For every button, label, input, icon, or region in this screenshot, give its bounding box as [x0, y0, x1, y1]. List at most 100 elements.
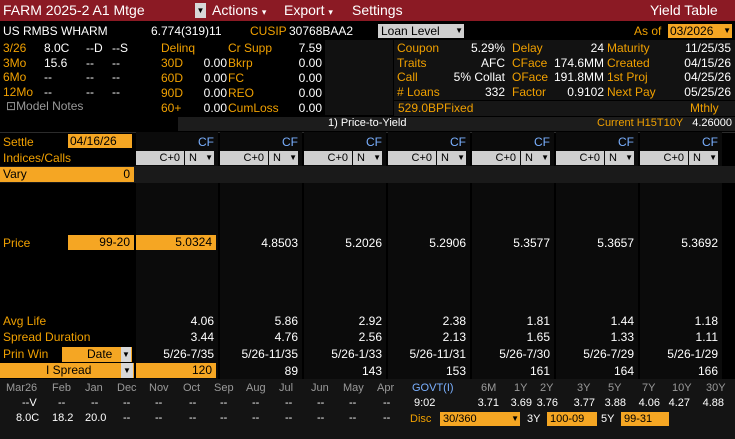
actions-chevron-icon: ▾ — [261, 7, 267, 17]
deal-field-label: OFace — [512, 70, 549, 84]
vary-input[interactable]: Vary 0 — [0, 167, 134, 182]
history-value: -- — [44, 70, 52, 84]
price-input[interactable]: 99-20 — [68, 235, 134, 250]
index-input[interactable]: C+0 — [220, 151, 268, 165]
govt-yield: 3.71 — [477, 397, 499, 409]
call-dropdown[interactable]: N ▼ — [269, 151, 298, 165]
history-row1-value: -- — [383, 397, 391, 409]
cf-label[interactable]: CF — [702, 135, 718, 149]
govt-tenor: 7Y — [642, 382, 656, 394]
prin-win-value: 5/26-7/30 — [499, 347, 550, 361]
deal-field-label: Maturity — [607, 41, 650, 55]
credit-label: FC — [228, 71, 244, 85]
history-month: Jan — [85, 382, 103, 394]
history-value: --D — [86, 41, 103, 55]
delinq-label: 60D — [161, 71, 184, 85]
govt-time: 9:02 — [414, 397, 436, 409]
history-month: Aug — [246, 382, 266, 394]
call-dropdown[interactable]: N ▼ — [689, 151, 718, 165]
cf-label[interactable]: CF — [366, 135, 382, 149]
disc-3y-input[interactable]: 100-09 — [547, 412, 597, 426]
cr-supp-value: 7.59 — [298, 41, 322, 55]
history-row1-value: -- — [349, 397, 357, 409]
govt-yield: 4.06 — [638, 397, 660, 409]
as-of-field[interactable]: 03/2026 ▼ — [668, 24, 732, 38]
history-period: 6Mo — [3, 70, 27, 84]
history-row2-value: -- — [317, 412, 325, 424]
call-dropdown[interactable]: N ▼ — [353, 151, 382, 165]
settle-date-input[interactable]: 04/16/26 — [68, 134, 132, 148]
yield-input[interactable]: 5.0324 — [136, 235, 216, 250]
deal-field-value: 04/15/26 — [684, 55, 731, 70]
prin-win-chevron-icon: ▼ — [121, 347, 131, 362]
avg-life-value: 1.18 — [694, 314, 718, 328]
export-menu[interactable]: Export ▾ — [284, 2, 333, 18]
credit-value: 0.00 — [298, 56, 322, 70]
avg-life-value: 1.44 — [610, 314, 634, 328]
actions-menu[interactable]: Actions ▾ — [212, 2, 267, 18]
history-row2-value: -- — [383, 412, 391, 424]
history-row1-value: -- — [220, 397, 228, 409]
yield-value: 5.3577 — [513, 236, 550, 250]
history-row2-value: -- — [189, 412, 197, 424]
vary-label: Vary — [3, 167, 27, 181]
deal-field-label: Created — [607, 55, 650, 70]
govt-label[interactable]: GOVT(I) — [412, 382, 454, 394]
disc-daycount-dropdown[interactable]: 30/360 ▼ — [440, 412, 520, 426]
index-input[interactable]: C+0 — [556, 151, 604, 165]
call-chevron-icon: ▼ — [457, 153, 465, 162]
settings-menu[interactable]: Settings — [352, 2, 403, 18]
history-value: -- — [86, 70, 94, 84]
as-of-chevron-icon: ▼ — [723, 26, 731, 35]
avg-life-label: Avg Life — [3, 314, 47, 328]
govt-yield: 4.27 — [668, 397, 690, 409]
deal-field-label: CFace — [512, 55, 548, 70]
credit-label: Bkrp — [228, 56, 253, 70]
cf-label[interactable]: CF — [534, 135, 550, 149]
price-to-yield-mode[interactable]: 1) Price-to-Yield — [328, 117, 407, 129]
call-chevron-icon: ▼ — [373, 153, 381, 162]
spread-type-chevron-icon: ▼ — [121, 363, 133, 378]
govt-yield: 3.76 — [536, 397, 558, 409]
model-notes-link[interactable]: ⊡Model Notes — [6, 99, 84, 113]
spread-value: 166 — [697, 364, 718, 378]
spread-duration-label: Spread Duration — [3, 330, 91, 344]
indices-calls-label: Indices/Calls — [3, 151, 72, 165]
yield-value: 5.2026 — [345, 236, 382, 250]
call-dropdown[interactable]: N ▼ — [521, 151, 550, 165]
call-value: N — [357, 152, 365, 164]
deal-field-value: 174.6MM — [553, 55, 604, 70]
vary-row-band — [0, 166, 735, 183]
deal-panel-bg — [394, 40, 735, 100]
index-input[interactable]: C+0 — [304, 151, 352, 165]
index-input[interactable]: C+0 — [472, 151, 520, 165]
loan-level-chevron-icon: ▼ — [455, 26, 463, 35]
call-dropdown[interactable]: N ▼ — [605, 151, 634, 165]
deal-field-label: # Loans — [397, 84, 440, 99]
call-dropdown[interactable]: N ▼ — [185, 151, 214, 165]
deal-field-value: 04/25/26 — [684, 70, 731, 84]
index-input[interactable]: C+0 — [640, 151, 688, 165]
cf-label[interactable]: CF — [198, 135, 214, 149]
spread-type-dropdown[interactable]: I Spread ▼ — [0, 363, 134, 378]
loan-level-dropdown[interactable]: Loan Level ▼ — [378, 24, 464, 38]
security-dropdown-icon[interactable]: ▼ — [195, 3, 206, 18]
payment-frequency: Mthly — [690, 101, 719, 115]
cf-label[interactable]: CF — [450, 135, 466, 149]
index-input[interactable]: C+0 — [388, 151, 436, 165]
cf-label[interactable]: CF — [282, 135, 298, 149]
index-input[interactable]: C+0 — [136, 151, 184, 165]
deal-field-value: 0.9102 — [567, 84, 604, 99]
deal-field-label: Call — [397, 70, 418, 84]
history-period: 12Mo — [3, 84, 34, 99]
cf-label[interactable]: CF — [618, 135, 634, 149]
disc-5y-input[interactable]: 99-31 — [621, 412, 669, 426]
govt-tenor: 3Y — [577, 382, 591, 394]
deal-field-label: Traits — [397, 55, 427, 70]
call-value: N — [525, 152, 533, 164]
prin-win-mode-dropdown[interactable]: Date ▼ — [62, 347, 132, 362]
disc-label: Disc — [410, 413, 432, 425]
call-dropdown[interactable]: N ▼ — [437, 151, 466, 165]
spread-input[interactable]: 120 — [136, 363, 216, 378]
history-row1-value: -- — [58, 397, 66, 409]
